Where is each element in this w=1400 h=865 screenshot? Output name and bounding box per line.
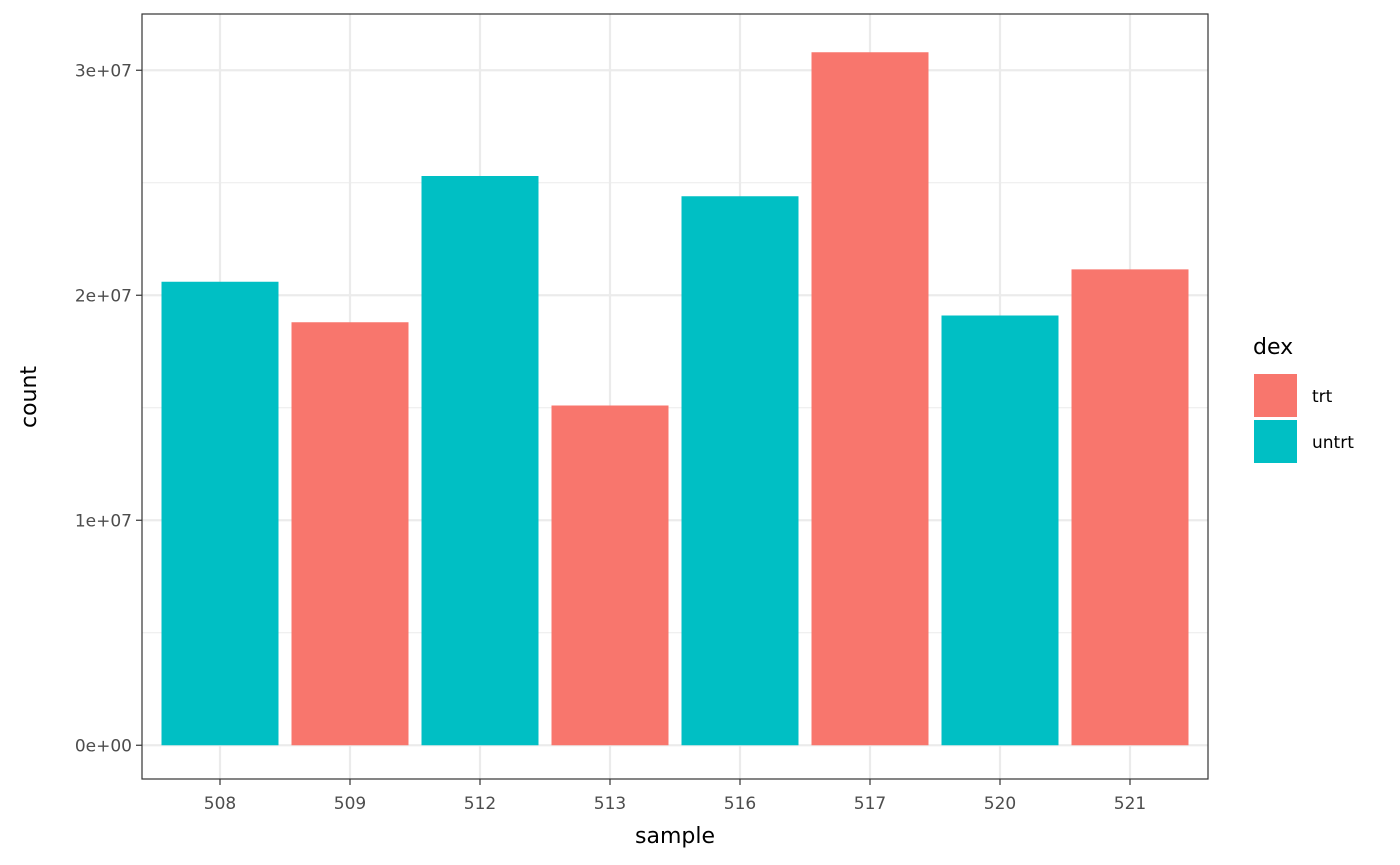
x-tick-label: 517 — [854, 794, 886, 814]
bars — [161, 52, 1189, 746]
y-tick-label: 0e+00 — [75, 736, 132, 756]
bar-508 — [161, 281, 279, 746]
bar-512 — [421, 176, 539, 746]
legend: dex trt untrt — [1253, 335, 1354, 463]
legend-key-trt — [1254, 374, 1297, 417]
y-axis-title: count — [17, 366, 42, 428]
bar-517 — [811, 52, 929, 746]
x-tick-label: 509 — [334, 794, 366, 814]
legend-key-untrt — [1254, 420, 1297, 463]
bar-521 — [1071, 269, 1189, 746]
x-tick-label: 508 — [204, 794, 236, 814]
legend-label-trt: trt — [1312, 387, 1333, 407]
x-tick-label: 521 — [1114, 794, 1146, 814]
bar-520 — [941, 315, 1059, 746]
y-tick-label: 2e+07 — [75, 286, 132, 306]
y-tick-label: 1e+07 — [75, 511, 132, 531]
x-tick-label: 513 — [594, 794, 626, 814]
bar-516 — [681, 196, 799, 746]
x-axis-title: sample — [635, 824, 715, 849]
y-axis: 0e+00 1e+07 2e+07 3e+07 — [75, 61, 142, 756]
bar-509 — [291, 322, 409, 746]
plot-panel-border — [141, 13, 1209, 780]
x-tick-label: 516 — [724, 794, 756, 814]
x-tick-label: 520 — [984, 794, 1016, 814]
legend-title: dex — [1253, 335, 1293, 360]
x-tick-label: 512 — [464, 794, 496, 814]
bar-513 — [551, 405, 669, 746]
x-axis: 508 509 512 513 516 517 520 521 — [204, 779, 1146, 814]
legend-label-untrt: untrt — [1312, 433, 1354, 453]
y-tick-label: 3e+07 — [75, 61, 132, 81]
